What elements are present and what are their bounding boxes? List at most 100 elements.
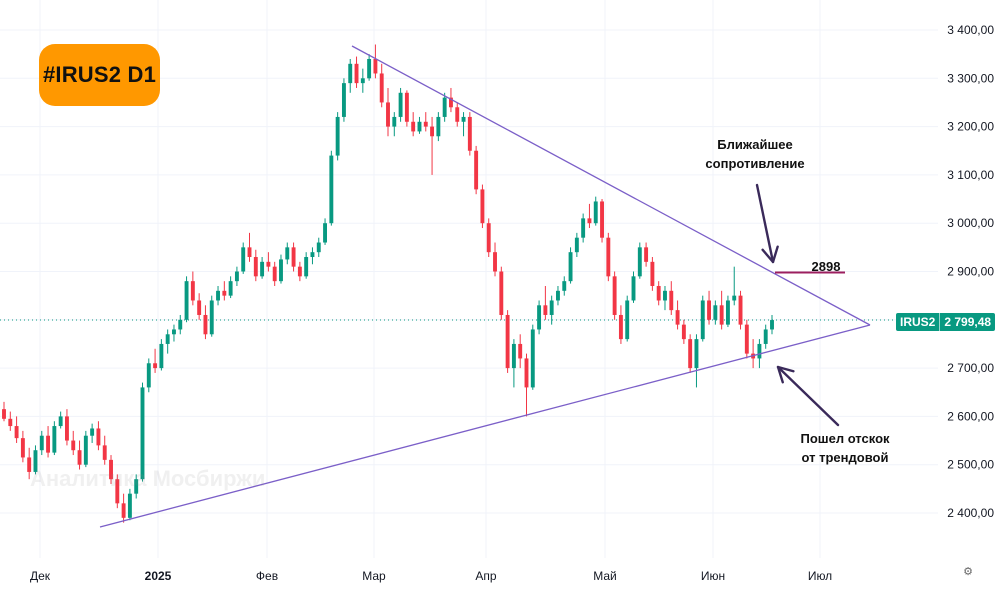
candle-body [593,201,598,224]
candle-body [423,121,428,127]
candle-body [386,102,390,127]
y-tick-label: 3 200,00 [947,120,994,134]
y-tick-label: 3 400,00 [947,23,994,37]
candle-body [650,261,655,286]
candle-body [71,440,76,451]
candle-body [39,435,44,451]
candle-body [272,266,277,282]
y-tick-label: 2 700,00 [947,361,994,375]
candle-body [499,271,504,315]
candle-body [304,257,309,277]
candle-body [360,78,365,84]
candle-body [581,218,586,238]
candle-body [83,435,88,465]
candle-body [77,450,82,465]
gear-icon[interactable]: ⚙ [963,566,973,578]
candle-body [448,97,453,108]
candle-body [568,252,573,282]
candle-body [209,300,214,335]
x-tick-label: Мар [362,569,386,583]
candle-body [707,300,712,320]
candle-body [530,329,535,388]
candle-body [310,252,315,258]
bounce-annotation-line-2: от трендовой [801,450,889,465]
candle-body [27,457,32,472]
candle-body [146,363,151,388]
candle-body [537,305,542,330]
ticker-badge: #IRUS2 D1 [39,44,160,106]
candle-body [297,266,302,277]
watermark: Аналитика Мосбиржи [30,466,266,491]
candle-body [323,223,328,243]
candle-body [770,320,774,330]
candle-body [644,247,649,262]
candle-body [234,271,239,282]
candle-body [606,237,611,277]
candle-body [127,493,132,518]
candle-body [549,300,554,315]
candle-body [253,257,258,277]
candle-body [46,435,51,453]
candle-body [316,242,321,253]
candle-body [52,426,57,453]
candle-body [461,116,466,122]
candle-body [392,116,397,127]
candle-body [719,305,724,325]
candle-body [675,310,680,325]
candle-body [140,387,145,480]
resistance-trendline [351,45,871,326]
candle-body [222,290,227,296]
y-tick-label: 2 500,00 [947,458,994,472]
candle-body [90,428,95,436]
candle-body [247,247,252,258]
y-tick-label: 2 400,00 [947,506,994,520]
x-tick-label: Июн [701,569,725,583]
resistance-annotation-line-2: сопротивление [705,156,805,171]
candle-body [153,363,158,369]
candle-body [266,261,271,267]
candle-body [656,285,661,301]
candle-body [486,223,491,253]
x-tick-label: Дек [30,569,51,583]
price-tag-symbol: IRUS2 [900,315,936,329]
x-tick-label: Апр [475,569,497,583]
candle-body [398,92,403,117]
ticker-badge-label: #IRUS2 D1 [42,62,157,87]
candle-body [467,116,472,151]
candle-body [115,479,120,504]
candle-body [442,97,447,117]
candle-body [625,300,630,340]
candle-body [190,281,195,301]
x-tick-label: Фев [256,569,278,583]
candle-body [738,295,743,325]
candle-body [669,290,674,311]
resistance-arrow-head [761,245,779,264]
candle-body [64,416,69,441]
price-tag-value: 2 799,48 [944,315,992,329]
candle-body [404,92,409,122]
bounce-arrow [776,365,840,427]
candle-body [109,459,113,480]
candle-body [587,218,592,224]
x-tick-label: 2025 [145,569,172,583]
candle-body [713,305,718,320]
bounce-annotation: Пошел отскок от трендовой [790,429,900,467]
candle-body [241,247,246,272]
support-trendline [99,324,871,528]
y-tick-label: 2 900,00 [947,265,994,279]
candle-body [725,300,730,325]
candle-body [121,503,126,518]
candle-body [172,329,176,335]
candle-body [694,339,699,369]
candle-body [197,300,202,315]
candle-body [543,305,548,315]
candle-body [184,281,189,320]
candle-body [474,150,479,190]
candle-body [20,438,25,458]
candle-body [618,314,623,340]
candle-body [58,416,63,427]
candle-body [524,358,529,388]
candle-body [102,445,107,460]
y-tick-label: 2 600,00 [947,409,994,423]
candle-body [480,189,485,224]
